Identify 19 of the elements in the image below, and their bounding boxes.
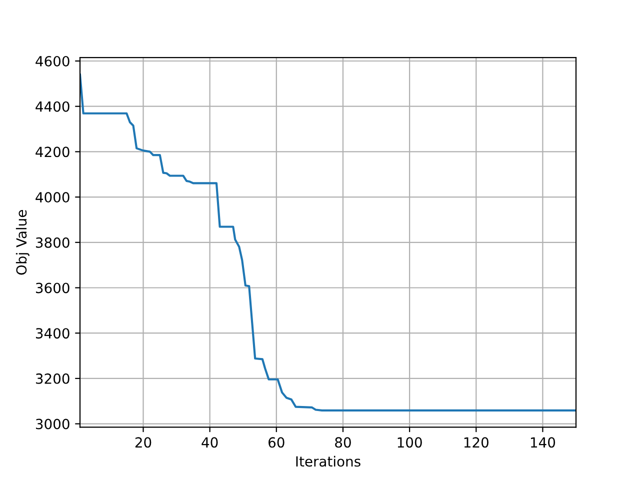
y-tick-label: 3600 (36, 282, 70, 294)
y-tick-label: 3400 (36, 328, 70, 339)
y-tick-label: 4200 (36, 146, 70, 158)
y-tick-label: 4400 (36, 101, 70, 112)
y-tick-label: 3200 (36, 373, 70, 384)
x-axis-title: Iterations (296, 456, 360, 467)
y-tick-label: 3000 (36, 418, 70, 430)
x-tick-label: 40 (202, 437, 218, 448)
y-tick-label: 3800 (36, 237, 70, 248)
y-tick-label: 4600 (36, 56, 70, 66)
line-series (80, 74, 576, 412)
y-tick-label: 4000 (36, 192, 70, 203)
x-tick-label: 20 (135, 437, 152, 448)
x-tick-label: 120 (464, 437, 488, 448)
x-tick-label: 60 (268, 437, 284, 448)
x-tick-label: 140 (530, 437, 556, 448)
x-tick-label: 100 (398, 437, 422, 448)
x-tick-label: 80 (335, 437, 351, 448)
y-axis-title: Obj Value (16, 210, 30, 275)
